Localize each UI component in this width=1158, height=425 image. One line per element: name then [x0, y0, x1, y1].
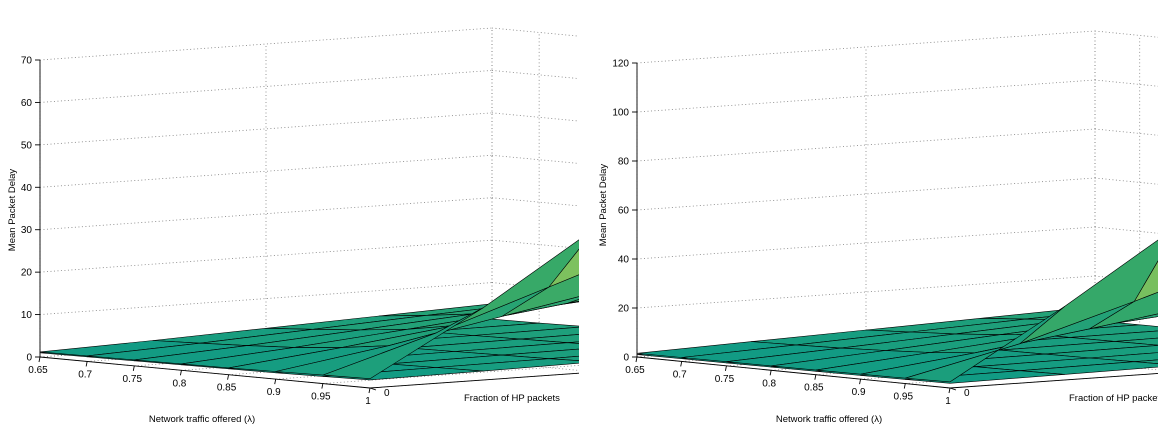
x-axis-title: Network traffic offered (λ): [149, 414, 255, 425]
z-tick-label: 20: [618, 304, 630, 315]
x-tick: [179, 370, 182, 376]
surface-plot-right: 0 20 40 60 80 100 120 0.65 0.7 0.75 0.8 0.85 0.9 0.95…: [598, 30, 1158, 425]
grid-line: [39, 27, 493, 61]
grid-line: [491, 197, 579, 207]
chart-panel-left: 0 10 20 30 40 50 60 70 0.65 0.7 0.75 0.8 0.85 0.9 0.95…: [7, 27, 579, 425]
x-tick-label: 0.65: [28, 365, 48, 376]
z-tick-label: 40: [618, 255, 630, 266]
grid-line: [39, 70, 493, 103]
x-axis-line: [636, 356, 951, 389]
x-axis-line: [39, 356, 371, 389]
chart-panel-right: 0 20 40 60 80 100 120 0.65 0.7 0.75 0.8 0.85 0.9 0.95…: [579, 0, 1158, 425]
x-tick-label: 0.95: [894, 392, 914, 403]
x-tick: [368, 387, 371, 394]
x-tick-label: 0.9: [267, 387, 281, 398]
x-tick-label: 1: [365, 396, 371, 407]
surface-patch: [904, 306, 1065, 383]
z-tick-label: 0: [623, 353, 629, 364]
grid-line: [491, 112, 579, 122]
x-tick: [948, 387, 951, 394]
x-tick: [38, 356, 41, 363]
x-tick-label: 0.75: [715, 374, 735, 385]
z-tick-label: 20: [21, 268, 33, 279]
grid-line: [1094, 79, 1158, 87]
x-tick: [321, 383, 324, 389]
y-tick-label: 0: [964, 388, 970, 399]
x-tick: [274, 379, 277, 385]
y-tick-label: 0: [384, 388, 390, 399]
x-tick-label: 0.8: [172, 378, 186, 389]
x-tick-label: 0.85: [217, 383, 237, 394]
axes: [35, 59, 579, 394]
grid-line: [636, 30, 1096, 64]
grid-line: [491, 70, 579, 80]
surface-patch: [322, 307, 484, 380]
x-tick: [814, 374, 817, 380]
x-tick: [132, 365, 135, 371]
x-tick: [227, 374, 230, 380]
grid-line: [1094, 30, 1158, 38]
y-axis-line: [369, 372, 579, 389]
grid-line: [491, 154, 579, 164]
x-tick-label: 0.7: [673, 369, 687, 380]
y-tick: [949, 387, 957, 391]
x-tick-label: 0.85: [804, 383, 824, 394]
z-axis-title: Mean Packet Delay: [7, 169, 18, 252]
surface-patch: [548, 355, 579, 361]
z-tick-label: 50: [21, 140, 33, 151]
x-tick: [85, 361, 88, 367]
z-tick-label: 80: [618, 157, 630, 168]
x-tick-label: 0.75: [123, 374, 143, 385]
surface: [39, 239, 579, 381]
x-tick: [903, 383, 906, 389]
x-tick: [769, 370, 772, 376]
z-tick-label: 120: [612, 59, 629, 70]
z-tick-label: 30: [21, 225, 33, 236]
x-tick-label: 0.8: [762, 378, 776, 389]
y-axis-title: Fraction of HP packets: [1069, 393, 1158, 404]
z-tick-label: 60: [21, 98, 33, 109]
x-tick-label: 0.95: [311, 392, 331, 403]
tick-labels: 0 20 40 60 80 100 120 0.65 0.7 0.75 0.8 0.85 0.9 0.95…: [612, 59, 970, 408]
z-tick-label: 10: [21, 310, 33, 321]
x-axis-title: Network traffic offered (λ): [776, 414, 882, 425]
x-tick: [724, 365, 727, 371]
x-tick-label: 0.9: [852, 387, 866, 398]
y-axis-line: [949, 373, 1158, 389]
y-axis-title: Fraction of HP packets: [464, 393, 560, 404]
x-tick-label: 0.7: [78, 369, 92, 380]
x-tick-label: 1: [945, 396, 951, 407]
grid-line: [1094, 177, 1158, 185]
surface: [636, 239, 1158, 384]
y-tick: [369, 387, 377, 391]
z-tick-label: 60: [618, 206, 630, 217]
z-tick-label: 0: [26, 353, 32, 364]
grid-line: [39, 154, 493, 188]
x-tick-label: 0.65: [625, 365, 645, 376]
grid-line: [491, 27, 579, 37]
z-axis-title: Mean Packet Delay: [598, 164, 609, 247]
surface-patch: [1133, 359, 1158, 364]
z-tick-label: 100: [612, 108, 629, 119]
x-tick: [680, 361, 683, 367]
z-tick-label: 40: [21, 183, 33, 194]
x-tick: [635, 356, 638, 363]
z-tick-label: 70: [21, 56, 33, 67]
x-tick: [859, 379, 862, 385]
axes: [632, 62, 1158, 394]
grid-line: [1094, 128, 1158, 136]
grid-line: [39, 112, 493, 146]
